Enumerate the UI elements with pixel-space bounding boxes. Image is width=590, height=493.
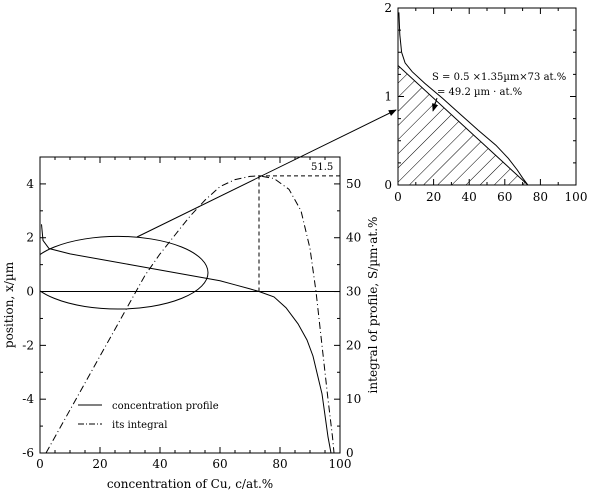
inset-y-tick-label: 0 bbox=[384, 178, 392, 192]
main-y-tick-label: -6 bbox=[22, 446, 34, 460]
inset-chart: 0 20 40 60 80 100 0 1 2 S = 0.5 ×1.35µm×73 at.%… bbox=[384, 1, 587, 204]
main-y-axis-title: position, x/µm bbox=[2, 261, 16, 348]
main-y2-tick-label: 0 bbox=[346, 446, 354, 460]
main-x-tick-label: 0 bbox=[36, 457, 44, 471]
zoom-ellipse bbox=[40, 235, 209, 310]
main-x-tick-label: 100 bbox=[329, 457, 352, 471]
main-y-tick-label: -2 bbox=[22, 338, 34, 352]
series-line-concentration-profile bbox=[41, 224, 332, 453]
main-y2-tick-labels: 0 10 20 30 40 50 bbox=[346, 177, 361, 460]
inset-y-tick-labels: 0 1 2 bbox=[384, 1, 392, 192]
main-annotation-51-5: 51.5 bbox=[311, 162, 333, 173]
inset-y-tick-label: 2 bbox=[384, 1, 392, 15]
legend-label-its-integral: its integral bbox=[112, 420, 167, 431]
main-y-tick-label: 4 bbox=[26, 177, 34, 191]
main-y2-tick-label: 20 bbox=[346, 338, 361, 352]
main-reference-lines bbox=[40, 175, 340, 310]
inset-x-tick-label: 40 bbox=[462, 190, 477, 204]
main-series bbox=[41, 175, 335, 453]
main-x-tick-label: 80 bbox=[272, 457, 287, 471]
main-y2-axis-title: integral of profile, S/µm·at.% bbox=[366, 217, 380, 394]
main-y2-tick-label: 40 bbox=[346, 231, 361, 245]
main-y-tick-label: 2 bbox=[26, 231, 34, 245]
main-x-tick-label: 40 bbox=[152, 457, 167, 471]
main-y-tick-label: -4 bbox=[22, 392, 34, 406]
inset-x-tick-label: 80 bbox=[533, 190, 548, 204]
inset-annotation-line-1: S = 0.5 ×1.35µm×73 at.% bbox=[432, 72, 566, 83]
inset-y-tick-label: 1 bbox=[384, 90, 392, 104]
inset-ticks bbox=[397, 7, 577, 186]
inset-x-tick-label: 20 bbox=[426, 190, 441, 204]
main-y2-tick-label: 50 bbox=[346, 177, 361, 191]
main-x-tick-label: 60 bbox=[212, 457, 227, 471]
main-y-tick-labels: -6 -4 -2 0 2 4 bbox=[22, 177, 34, 460]
legend: concentration profile its integral bbox=[78, 401, 219, 431]
legend-label-concentration-profile: concentration profile bbox=[112, 401, 219, 412]
inset-x-tick-label: 0 bbox=[394, 190, 402, 204]
inset-x-tick-label: 60 bbox=[497, 190, 512, 204]
main-y2-tick-label: 30 bbox=[346, 285, 361, 299]
zoom-arrow bbox=[136, 109, 397, 238]
inset-x-tick-label: 100 bbox=[565, 190, 588, 204]
main-x-axis-title: concentration of Cu, c/at.% bbox=[107, 477, 273, 491]
inset-annotation-line-2: = 49.2 µm · at.% bbox=[437, 87, 522, 98]
inset-hatched-triangle bbox=[398, 64, 529, 185]
main-x-tick-labels: 0 20 40 60 80 100 bbox=[36, 457, 351, 471]
main-x-tick-label: 20 bbox=[92, 457, 107, 471]
inset-x-tick-labels: 0 20 40 60 80 100 bbox=[394, 190, 587, 204]
inset-annotation-pointer bbox=[432, 97, 439, 112]
main-y-tick-label: 0 bbox=[26, 285, 34, 299]
main-y2-tick-label: 10 bbox=[346, 392, 361, 406]
inset-profile-line bbox=[398, 12, 529, 185]
